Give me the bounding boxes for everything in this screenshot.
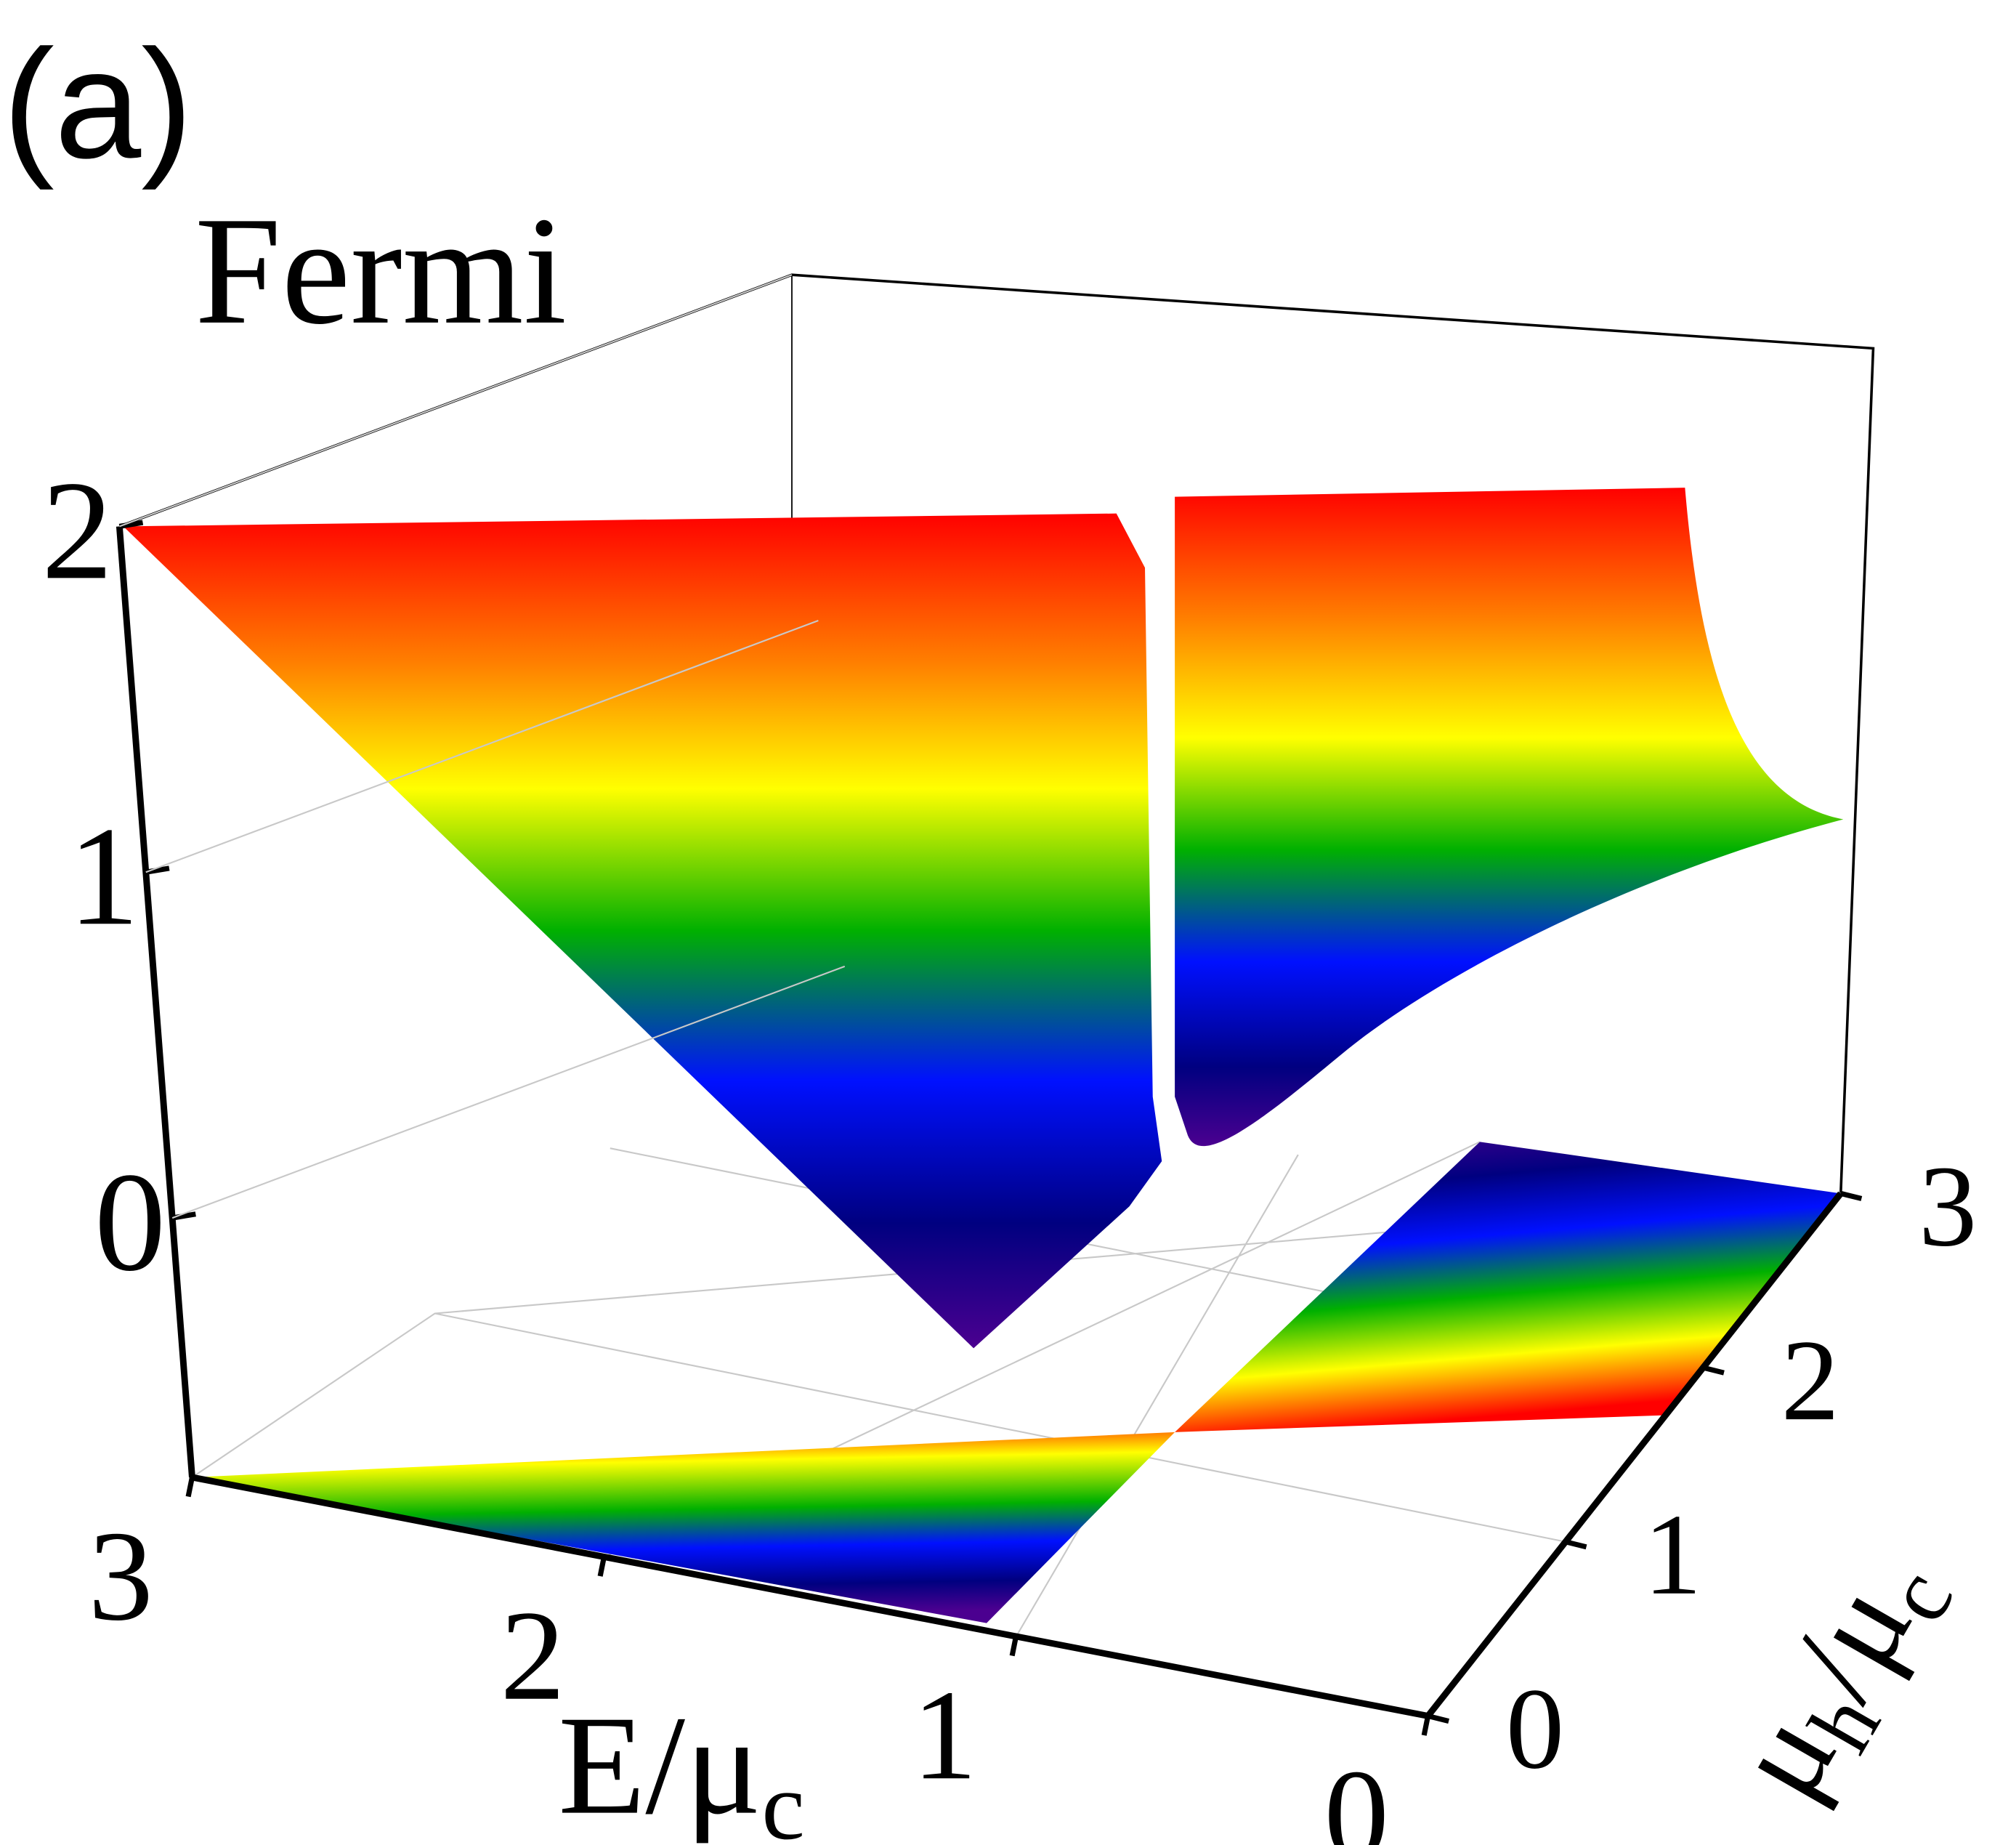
y-tick (1427, 1713, 1450, 1724)
z-tick-label: 1 (68, 798, 139, 955)
y-tick-label: 1 (1643, 1490, 1701, 1618)
x-tick-label: 1 (912, 1663, 977, 1806)
floor-projection (1175, 1142, 1841, 1432)
x-axis-label-main: E/μ (558, 1687, 761, 1844)
y-tick (1702, 1365, 1725, 1376)
x-tick (1009, 1636, 1019, 1657)
y-axis-label: μh/μc (1704, 1524, 1972, 1828)
x-axis (191, 1474, 1429, 1719)
y-tick-label: 3 (1919, 1142, 1977, 1270)
z-tick-label: 0 (94, 1144, 166, 1301)
x-tick (1421, 1715, 1431, 1736)
z-axis (116, 526, 195, 1478)
floor-grid (1016, 1154, 1299, 1636)
x-tick-label: 3 (89, 1504, 153, 1647)
x-axis-label: E/μc (558, 1687, 805, 1845)
x-tick-label: 0 (1324, 1743, 1389, 1845)
y-tick (1839, 1190, 1863, 1201)
grid-line (145, 620, 819, 873)
floor-projection (192, 1432, 1175, 1623)
x-tick (597, 1556, 607, 1577)
grid-line (171, 965, 846, 1219)
y-tick-label: 2 (1781, 1316, 1839, 1445)
surface (123, 488, 1844, 1623)
y-tick-label: 0 (1506, 1664, 1564, 1793)
surface-left (123, 513, 1162, 1349)
x-tick-label: 2 (501, 1583, 565, 1727)
y-axis (1425, 1191, 1844, 1719)
grid-line (119, 274, 793, 528)
x-axis-label-sub: c (761, 1753, 804, 1845)
z-tick-label: 2 (41, 452, 113, 609)
x-tick (185, 1477, 195, 1498)
floor-grid (434, 1312, 1566, 1543)
chart-title: Fermi (195, 185, 567, 356)
surface-right (1175, 488, 1844, 1147)
y-tick (1565, 1539, 1587, 1550)
panel-label: (a) (3, 18, 193, 190)
